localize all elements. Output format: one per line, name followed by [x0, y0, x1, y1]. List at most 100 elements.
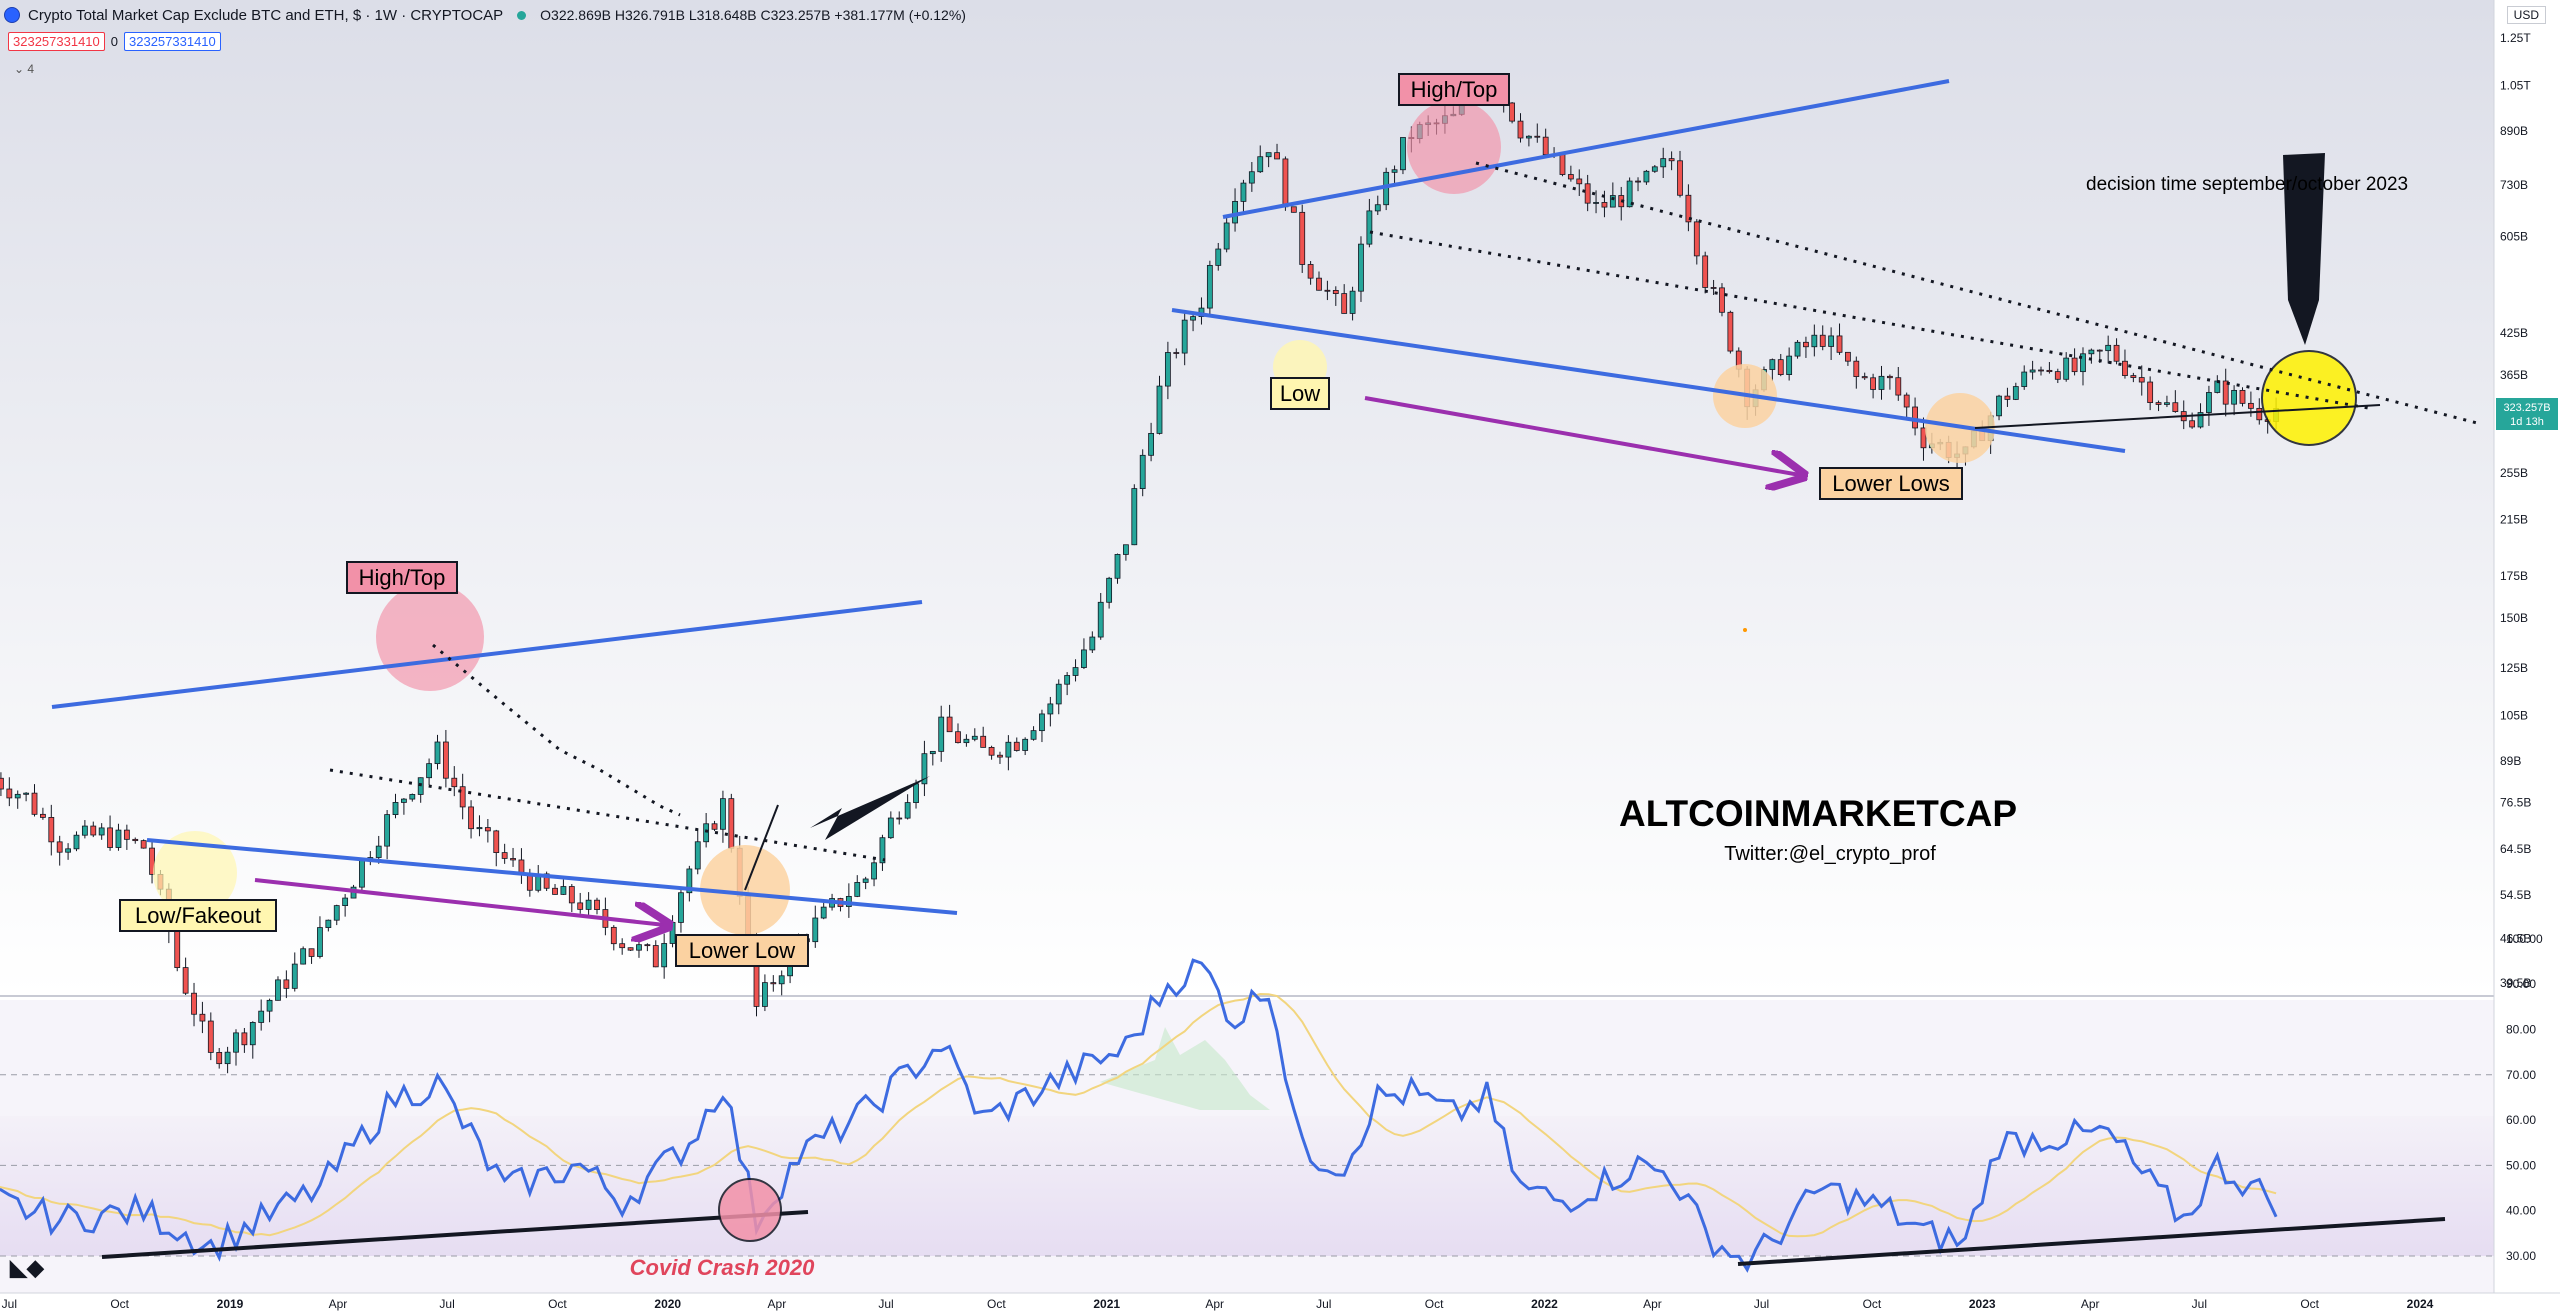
candle	[2231, 385, 2238, 416]
rsi-support-2022	[1737, 1217, 2446, 1266]
candle	[1123, 544, 1129, 561]
candle	[686, 865, 693, 902]
sell-button[interactable]: 323257331410	[8, 32, 105, 51]
time-tick-label: Apr	[768, 1297, 787, 1311]
candle	[1525, 135, 1532, 147]
covid-wick-line	[744, 804, 779, 891]
time-tick-label: 2024	[2407, 1297, 2434, 1311]
candle	[258, 999, 265, 1031]
rsi-overbought-fill	[1100, 1027, 1270, 1110]
candle	[2122, 349, 2128, 379]
candle	[1106, 576, 1113, 609]
candle	[711, 820, 718, 832]
chevron-down-icon: ⌄	[14, 62, 25, 76]
candle	[2063, 352, 2070, 382]
rsi-tick-label: 70.00	[2506, 1068, 2536, 1082]
candle	[2021, 365, 2028, 390]
watermark-twitter: Twitter:@el_crypto_prof	[1724, 843, 1936, 865]
time-tick-label: Apr	[2081, 1297, 2100, 1311]
candle	[1265, 152, 1272, 168]
candle	[997, 751, 1003, 764]
candle	[2071, 348, 2078, 376]
candle	[1055, 679, 1062, 715]
candle	[1349, 286, 1356, 321]
purple-arrow-2019	[254, 878, 665, 925]
chart-header: Crypto Total Market Cap Exclude BTC and …	[4, 3, 966, 27]
candle	[1626, 177, 1633, 208]
candle	[1668, 151, 1675, 171]
currency-selector[interactable]: USD	[2506, 6, 2546, 24]
candle	[1576, 169, 1583, 196]
time-tick-label: Jul	[2192, 1297, 2207, 1311]
rsi-covid-circle	[718, 1178, 782, 1242]
indicators-toggle[interactable]: ⌄ 4	[14, 62, 34, 76]
candle	[73, 831, 80, 852]
low-circle-2018	[153, 831, 237, 915]
candle	[1240, 179, 1247, 215]
candle	[963, 734, 970, 747]
candle	[2046, 362, 2053, 374]
time-tick-label: Oct	[987, 1297, 1006, 1311]
candle	[678, 889, 684, 933]
buy-button[interactable]: 323257331410	[124, 32, 221, 51]
candle	[300, 946, 307, 965]
candle	[207, 1012, 214, 1061]
candle	[1139, 449, 1146, 497]
price-tick-label: 605B	[2500, 230, 2528, 244]
candle	[1903, 392, 1910, 419]
rsi-axis[interactable]: 100.00 90.00 80.00 70.00 60.00 50.00 40.00 30.0…	[2506, 932, 2543, 1263]
candle	[1391, 165, 1398, 186]
channel-top-2019	[51, 600, 923, 709]
candle	[1702, 251, 1709, 294]
time-tick-label: Oct	[110, 1297, 129, 1311]
price-tick-label: 89B	[2500, 754, 2521, 768]
candle	[1114, 553, 1121, 584]
candle	[132, 837, 139, 844]
candle	[1232, 188, 1238, 232]
candle	[560, 879, 567, 895]
candle	[1089, 631, 1096, 654]
candle	[6, 777, 13, 807]
black-arrow-decision	[2283, 153, 2325, 345]
candle	[1593, 190, 1599, 214]
candle	[174, 925, 181, 972]
candle	[1886, 374, 1893, 390]
candle	[1282, 156, 1289, 211]
price-axis[interactable]: 1.25T1.05T890B730B605B425B365B305B255B21…	[2500, 31, 2531, 990]
price-tick-label: 150B	[2500, 611, 2528, 625]
candle	[1693, 219, 1700, 265]
candle	[1727, 310, 1734, 354]
label-box-lower-lows	[1819, 467, 1963, 500]
label-high-top-1: High/Top	[359, 565, 446, 590]
descending-trend-2022	[1475, 161, 2478, 425]
candle	[249, 1021, 256, 1059]
rsi-tick-label: 90.00	[2506, 977, 2536, 991]
candle	[1248, 162, 1255, 192]
candle	[384, 810, 391, 860]
trade-buttons: 323257331410 0 323257331410	[8, 32, 221, 51]
time-tick-label: Jul	[439, 1297, 454, 1311]
support-line-2023	[1974, 404, 2381, 429]
time-axis[interactable]: Jul Oct 2019 Apr Jul Oct 2020 Apr Jul Oct 2021 Apr J…	[2, 1297, 2434, 1311]
tradingview-logo-icon[interactable]: ◣◆	[10, 1255, 44, 1280]
candle	[1534, 123, 1541, 143]
candle	[1677, 150, 1683, 198]
candle	[1819, 325, 1826, 351]
candle	[2130, 372, 2137, 383]
candle	[23, 792, 30, 802]
candle	[317, 916, 323, 959]
symbol-title[interactable]: Crypto Total Market Cap Exclude BTC and …	[28, 6, 504, 24]
candle	[577, 892, 584, 914]
candle	[1374, 195, 1381, 215]
candle	[1861, 372, 1868, 380]
candle	[1584, 174, 1591, 212]
candle	[1719, 283, 1725, 317]
candle	[929, 750, 936, 766]
candle	[2113, 338, 2120, 365]
candle	[955, 723, 961, 744]
candle	[1131, 484, 1138, 546]
candle	[1156, 375, 1163, 435]
price-tick-label: 39.5B	[2500, 976, 2531, 990]
stray-dot	[1743, 628, 1747, 632]
